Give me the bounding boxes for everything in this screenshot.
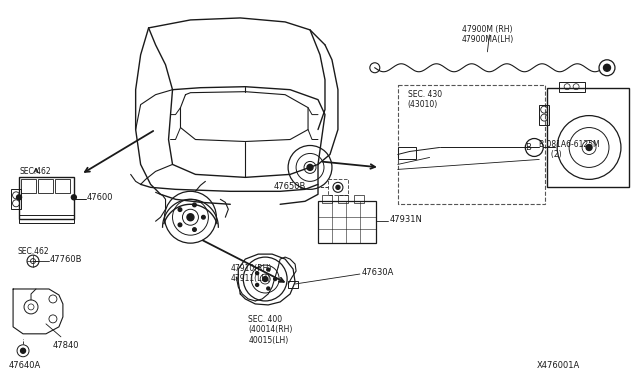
Bar bbox=[547, 88, 629, 187]
Bar bbox=[11, 189, 21, 209]
Circle shape bbox=[255, 283, 259, 286]
Circle shape bbox=[267, 287, 270, 290]
Bar bbox=[540, 105, 549, 125]
Bar bbox=[328, 179, 348, 195]
Text: 47910(RH)
47911(LH): 47910(RH) 47911(LH) bbox=[230, 264, 272, 283]
Circle shape bbox=[274, 278, 276, 280]
Text: SEC. 430
(43010): SEC. 430 (43010) bbox=[408, 90, 442, 109]
Circle shape bbox=[20, 348, 26, 353]
Circle shape bbox=[178, 208, 182, 211]
Text: 47900M (RH)
47900MA(LH): 47900M (RH) 47900MA(LH) bbox=[461, 25, 514, 44]
Circle shape bbox=[193, 228, 196, 231]
Bar bbox=[318, 201, 376, 243]
Circle shape bbox=[187, 214, 194, 221]
Text: 47931N: 47931N bbox=[390, 215, 422, 224]
Circle shape bbox=[307, 164, 313, 170]
Bar bbox=[397, 147, 415, 160]
Text: 47640A: 47640A bbox=[9, 361, 42, 370]
Bar bbox=[322, 195, 332, 203]
Bar bbox=[338, 195, 348, 203]
Text: 47760B: 47760B bbox=[50, 254, 83, 264]
Circle shape bbox=[267, 268, 270, 271]
Text: X476001A: X476001A bbox=[537, 361, 580, 370]
Bar bbox=[397, 85, 545, 204]
Circle shape bbox=[72, 195, 76, 200]
Text: B 081A6-6125M
     (2): B 081A6-6125M (2) bbox=[540, 140, 600, 159]
Circle shape bbox=[17, 195, 22, 200]
Bar bbox=[21, 179, 36, 193]
Text: 47630A: 47630A bbox=[362, 267, 394, 276]
Bar bbox=[55, 179, 70, 193]
Circle shape bbox=[586, 144, 592, 150]
Bar bbox=[354, 195, 364, 203]
Circle shape bbox=[255, 272, 259, 275]
Text: SEC.462: SEC.462 bbox=[17, 247, 49, 256]
Circle shape bbox=[262, 276, 268, 282]
Text: SEC. 400
(40014(RH)
40015(LH): SEC. 400 (40014(RH) 40015(LH) bbox=[248, 315, 292, 345]
Circle shape bbox=[336, 185, 340, 189]
Text: SEC.462: SEC.462 bbox=[19, 167, 51, 176]
Circle shape bbox=[178, 223, 182, 227]
Text: 47840: 47840 bbox=[53, 341, 79, 350]
Circle shape bbox=[193, 203, 196, 207]
Text: B: B bbox=[525, 143, 531, 152]
Text: 47600: 47600 bbox=[87, 193, 113, 202]
Circle shape bbox=[604, 64, 611, 71]
Bar bbox=[19, 177, 74, 219]
Bar bbox=[288, 281, 298, 288]
Circle shape bbox=[202, 215, 205, 219]
Bar bbox=[559, 82, 585, 92]
Bar bbox=[38, 179, 53, 193]
Text: 47650B: 47650B bbox=[274, 182, 306, 191]
Bar bbox=[19, 215, 74, 223]
